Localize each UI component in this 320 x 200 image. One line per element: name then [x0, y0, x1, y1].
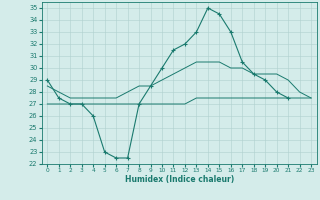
X-axis label: Humidex (Indice chaleur): Humidex (Indice chaleur) — [124, 175, 234, 184]
